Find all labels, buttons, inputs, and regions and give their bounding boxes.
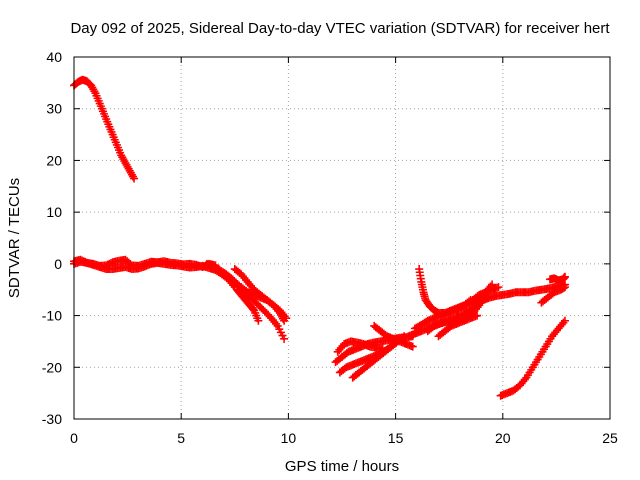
y-tick-label: 30 (46, 101, 62, 117)
series-arc1 (70, 75, 139, 183)
series-arc21 (496, 316, 569, 400)
data-point (408, 342, 417, 351)
y-tick-label: 20 (46, 152, 62, 168)
y-tick-label: 40 (46, 49, 62, 65)
data-point (560, 272, 569, 281)
y-tick-label: -10 (42, 308, 62, 324)
data-point (560, 283, 569, 292)
chart-title: Day 092 of 2025, Sidereal Day-to-day VTE… (70, 20, 610, 37)
y-tick-label: 10 (46, 204, 62, 220)
tick-labels: 0 5 10 15 20 25 -30 -20 -10 0 10 20 30 40 (42, 49, 618, 446)
series-arc6 (237, 283, 289, 325)
x-tick-label: 20 (495, 430, 511, 446)
series-arc10 (333, 337, 387, 356)
y-axis-label: SDTVAR / TECUs (6, 178, 23, 298)
axis-ticks (73, 56, 611, 420)
x-tick-label: 5 (177, 430, 185, 446)
x-tick-label: 10 (281, 430, 297, 446)
series-arc12 (370, 321, 417, 351)
y-tick-label: 0 (54, 256, 62, 272)
y-tick-label: -30 (42, 411, 62, 427)
data-point (280, 316, 289, 325)
series-arc7 (232, 285, 263, 325)
series-arc3 (70, 255, 220, 271)
data-point (254, 316, 263, 325)
data-point (488, 280, 497, 289)
y-tick-label: -20 (42, 359, 62, 375)
x-tick-label: 25 (602, 430, 618, 446)
data-points (70, 75, 569, 400)
data-point (280, 334, 289, 343)
x-tick-label: 15 (388, 430, 404, 446)
series-arc20 (545, 272, 569, 285)
x-axis-label: GPS time / hours (285, 458, 399, 475)
data-point (130, 174, 139, 183)
data-point (560, 316, 569, 325)
x-tick-label: 0 (70, 430, 78, 446)
data-point (494, 283, 503, 292)
series-arc19 (537, 283, 569, 307)
grid (74, 57, 610, 419)
data-point (473, 311, 482, 320)
plot-frame (73, 56, 611, 420)
series-arc17 (434, 311, 482, 341)
